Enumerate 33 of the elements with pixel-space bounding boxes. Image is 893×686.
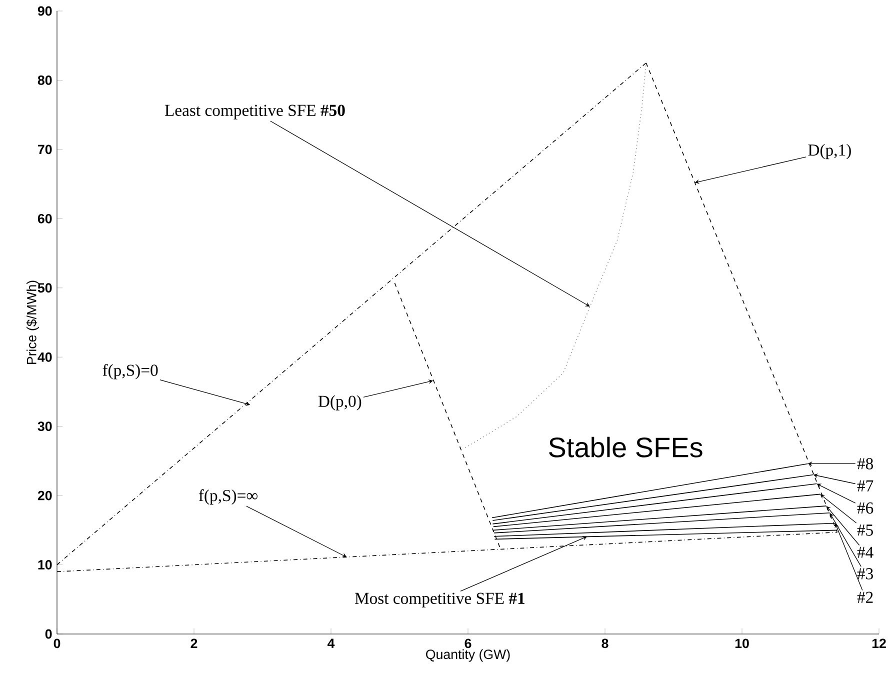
annotation: D(p,0): [318, 395, 362, 410]
y-tick-label: 50: [38, 283, 52, 293]
y-tick-label: 60: [38, 214, 52, 224]
annotation: D(p,1): [808, 144, 851, 160]
annotation: #4: [857, 546, 874, 558]
annotation: #8: [857, 458, 873, 470]
y-tick-label: 30: [38, 422, 52, 432]
annotation: Stable SFEs: [549, 436, 702, 458]
y-tick-label: 40: [38, 352, 52, 362]
x-axis-title: Quantity (GW): [426, 649, 510, 662]
annotation: #3: [857, 568, 873, 580]
y-tick-label: 20: [38, 490, 52, 500]
annotation: #6: [857, 502, 874, 514]
annotation: f(p,S)=0: [102, 364, 158, 380]
y-tick-label: 90: [38, 6, 52, 16]
annotation: Most competitive SFE #1: [354, 592, 524, 608]
annotation: #2: [857, 592, 873, 603]
x-tick-label: 10: [735, 638, 749, 648]
x-tick-label: 4: [328, 638, 335, 648]
x-tick-label: 12: [872, 638, 886, 648]
annotation: f(p,S)=∞: [198, 489, 258, 505]
y-axis-title: Price ($/MWh): [26, 280, 39, 364]
y-tick-label: 0: [45, 629, 52, 639]
annotation: #5: [857, 524, 873, 536]
x-tick-label: 8: [602, 638, 608, 648]
x-tick-label: 0: [54, 638, 60, 648]
x-tick-label: 6: [464, 638, 472, 648]
y-tick-label: 10: [38, 560, 52, 570]
y-tick-label: 70: [38, 144, 52, 154]
x-tick-label: 2: [190, 638, 198, 648]
annotation: Least competitive SFE #50: [164, 104, 345, 120]
y-tick-label: 80: [38, 76, 52, 85]
annotation: #7: [857, 480, 874, 492]
